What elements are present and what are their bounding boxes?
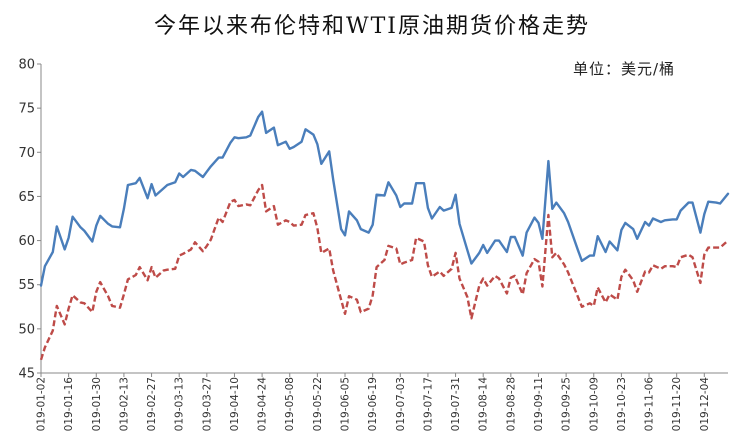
x-tick-label: 019-03-13 xyxy=(174,377,186,431)
x-tick-label: 019-03-27 xyxy=(201,377,213,431)
x-tick-label: 019-05-08 xyxy=(284,377,296,431)
series-line-1 xyxy=(39,110,730,287)
x-tick-label: 019-06-19 xyxy=(367,377,379,431)
x-tick-label: 019-10-23 xyxy=(616,377,628,431)
y-tick-label: 45 xyxy=(18,367,35,382)
x-tick-label: 019-09-11 xyxy=(533,377,545,431)
x-tick-label: 019-07-17 xyxy=(422,377,434,431)
y-tick-label: 65 xyxy=(18,190,35,205)
x-tick-label: 019-01-30 xyxy=(91,377,103,431)
y-tick-label: 70 xyxy=(18,146,35,161)
x-tick-label: 019-04-24 xyxy=(257,377,269,432)
x-tick-label: 019-11-06 xyxy=(644,377,656,432)
y-tick-label: 75 xyxy=(18,102,35,117)
x-tick-label: 019-02-13 xyxy=(118,377,130,431)
unit-label: 单位：美元/桶 xyxy=(573,60,676,78)
x-tick-label: 019-08-14 xyxy=(478,377,490,432)
axes xyxy=(37,63,728,377)
x-tick-label: 019-01-02 xyxy=(36,377,48,431)
x-tick-label: 019-08-28 xyxy=(505,377,517,431)
x-tick-label: 019-04-10 xyxy=(229,377,241,431)
x-tick-label: 019-05-22 xyxy=(312,377,324,431)
x-tick-label: 019-09-25 xyxy=(561,377,573,431)
series-layer xyxy=(39,110,730,361)
y-tick-label: 80 xyxy=(18,58,35,73)
series-line-2 xyxy=(39,183,729,361)
x-tick-label: 019-12-04 xyxy=(699,377,711,432)
y-tick-label: 55 xyxy=(18,278,35,293)
x-tick-label: 019-01-16 xyxy=(63,377,75,432)
y-tick-label: 50 xyxy=(18,322,35,337)
y-tick-label: 60 xyxy=(18,234,35,249)
x-tick-label: 019-10-09 xyxy=(588,377,600,431)
chart-title: 今年以来布伦特和WTI原油期货价格走势 xyxy=(154,14,590,39)
x-tick-label: 019-06-05 xyxy=(340,377,352,431)
tick-labels: 45 50 55 60 65 70 75 80 019-01-02 019-01-16 019-01… xyxy=(18,58,710,432)
x-tick-label: 019-07-31 xyxy=(450,377,462,431)
x-tick-label: 019-02-27 xyxy=(146,377,158,431)
x-tick-label: 019-07-03 xyxy=(395,377,407,431)
x-tick-label: 019-11-20 xyxy=(671,377,683,431)
